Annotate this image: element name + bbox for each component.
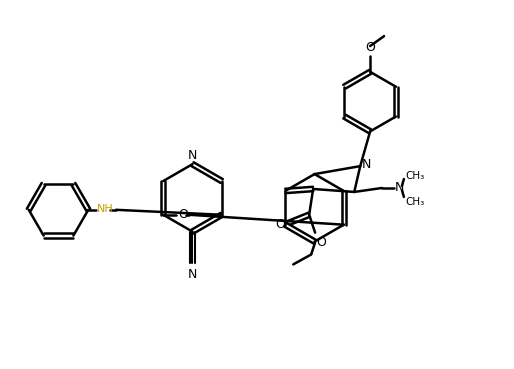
Text: CH₃: CH₃ [406, 197, 425, 207]
Text: N: N [362, 158, 372, 170]
Text: O: O [316, 236, 326, 249]
Text: O: O [276, 218, 285, 231]
Text: N: N [395, 182, 405, 194]
Text: N: N [188, 268, 197, 282]
Text: O: O [178, 208, 188, 221]
Text: O: O [365, 41, 375, 54]
Text: NH: NH [97, 204, 114, 214]
Text: N: N [188, 149, 197, 162]
Text: CH₃: CH₃ [406, 171, 425, 181]
